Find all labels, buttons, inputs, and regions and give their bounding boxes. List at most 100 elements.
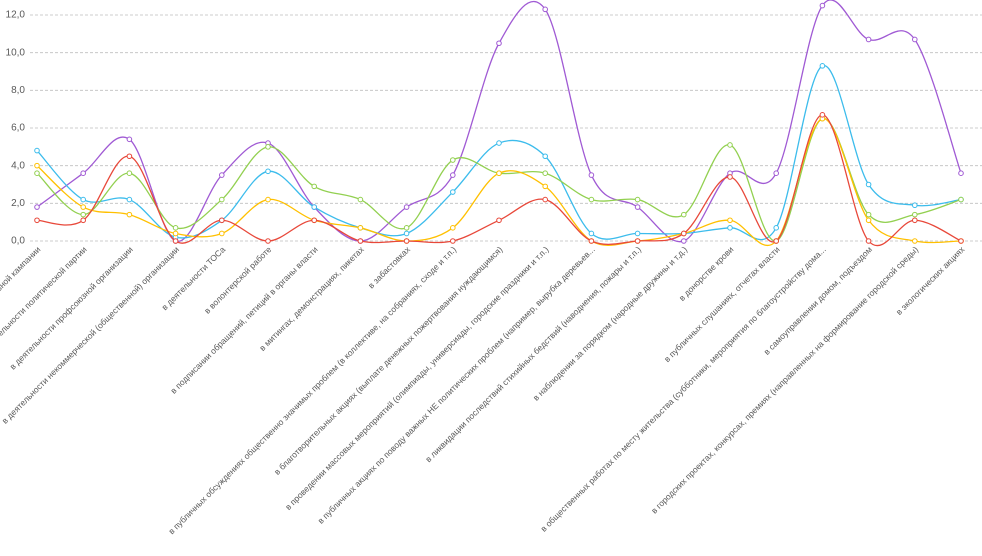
point <box>219 196 225 203</box>
point <box>311 204 318 210</box>
point <box>588 172 595 178</box>
point <box>773 170 780 176</box>
point <box>588 196 595 203</box>
series-line <box>36 117 962 242</box>
point <box>727 225 733 231</box>
point <box>634 238 641 244</box>
x-tick-label: в благотворительных акциях (выплате дене… <box>272 244 505 477</box>
point <box>311 217 318 224</box>
x-tick-label: в наблюдении за порядком (народные дружи… <box>531 244 689 402</box>
point <box>958 196 964 203</box>
y-tick-label: 4,0 <box>11 160 25 171</box>
point <box>496 140 502 146</box>
x-tick-label: в публичных обсуждениях общественно знач… <box>166 244 458 536</box>
y-tick-label: 12,0 <box>6 10 26 21</box>
point <box>819 2 826 9</box>
point <box>958 170 964 176</box>
point <box>403 230 410 237</box>
point <box>819 63 826 69</box>
point <box>126 136 133 143</box>
point <box>403 225 410 231</box>
point <box>450 225 456 231</box>
point <box>311 183 318 190</box>
point <box>496 170 502 176</box>
point <box>172 238 179 244</box>
y-tick-label: 8,0 <box>11 85 25 96</box>
point <box>34 162 40 169</box>
point <box>357 238 364 244</box>
point <box>126 170 133 176</box>
point <box>727 174 733 180</box>
point <box>912 211 918 218</box>
point <box>865 211 872 218</box>
point <box>542 153 549 160</box>
point <box>819 112 826 118</box>
point <box>496 217 502 224</box>
y-tick-label: 6,0 <box>11 123 25 134</box>
x-tick-label: в ликвидации последствий стихийных бедст… <box>423 244 643 464</box>
point <box>727 142 733 148</box>
point <box>912 238 918 244</box>
point <box>172 225 179 231</box>
y-tick-label: 0,0 <box>11 236 25 247</box>
point <box>34 147 40 154</box>
point <box>403 238 410 244</box>
point <box>80 204 86 210</box>
point <box>588 230 595 237</box>
point <box>357 225 364 231</box>
point <box>865 217 872 224</box>
x-tick-label: в забастовках <box>366 244 413 291</box>
point <box>80 211 86 218</box>
point <box>265 196 271 203</box>
point <box>34 204 40 210</box>
point <box>450 172 456 178</box>
point <box>450 189 456 195</box>
point <box>80 170 86 176</box>
series-line <box>36 65 962 241</box>
point <box>634 230 641 237</box>
point <box>727 217 733 224</box>
point <box>912 217 918 224</box>
x-tick-label: в общественных работах по месту жительст… <box>538 244 827 533</box>
x-tick-label: в митингах, демонстрациях, пикетах <box>257 244 366 353</box>
point <box>357 196 364 203</box>
point <box>958 238 964 244</box>
x-tick-label: в деятельности некоммерческой (обществен… <box>0 244 181 425</box>
point <box>773 238 780 244</box>
point <box>496 40 502 47</box>
point <box>681 211 687 218</box>
point <box>542 170 549 176</box>
point <box>681 238 687 244</box>
point <box>681 230 687 237</box>
point <box>865 36 872 43</box>
point <box>126 153 133 160</box>
point <box>773 225 780 231</box>
point <box>588 238 595 244</box>
point <box>80 196 86 203</box>
y-tick-label: 2,0 <box>11 198 25 209</box>
point <box>865 181 872 188</box>
point <box>219 217 225 224</box>
point <box>865 238 872 244</box>
point <box>450 238 456 244</box>
point <box>172 230 179 237</box>
point <box>34 170 40 176</box>
point <box>219 172 225 178</box>
point <box>126 196 133 203</box>
point <box>542 183 549 190</box>
point <box>80 217 86 224</box>
point <box>34 217 40 224</box>
point <box>542 196 549 203</box>
point <box>126 211 133 218</box>
point <box>450 157 456 163</box>
point <box>634 196 641 203</box>
point <box>219 230 225 237</box>
point <box>912 202 918 209</box>
point <box>265 144 271 150</box>
point <box>912 36 918 43</box>
point <box>634 204 641 210</box>
point <box>265 238 271 244</box>
y-tick-label: 10,0 <box>6 47 26 58</box>
point <box>403 204 410 210</box>
